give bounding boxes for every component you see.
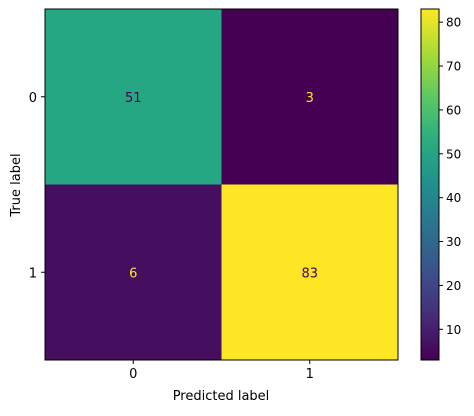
heatmap-cell-1-0 (45, 184, 222, 361)
colorbar-tick-label-70: 70 (446, 60, 461, 74)
colorbar: 10 20 30 40 50 60 70 80 (420, 8, 461, 361)
colorbar-tick-label-80: 80 (446, 16, 461, 30)
heatmap-cell-1-1 (221, 184, 399, 361)
cell-value-label-1-0: 6 (129, 266, 137, 281)
y-axis: 01 (29, 91, 45, 281)
colorbar-gradient (420, 8, 440, 361)
y-axis-label: True label (9, 153, 24, 217)
colorbar-tick-label-50: 50 (446, 147, 461, 161)
y-tick-label-1: 1 (29, 266, 37, 281)
colorbar-tick-label-20: 20 (446, 279, 461, 293)
x-axis-label: Predicted label (173, 389, 270, 404)
plot-frame (44, 8, 399, 361)
y-tick-label-0: 0 (29, 91, 37, 106)
cell-value-label-1-1: 83 (301, 266, 318, 281)
x-tick-label-1: 1 (306, 367, 314, 382)
colorbar-tick-label-30: 30 (446, 235, 461, 249)
x-tick-label-0: 0 (129, 367, 137, 382)
heatmap-cell-0-1 (221, 9, 399, 185)
colorbar-tick-label-40: 40 (446, 191, 461, 205)
colorbar-tick-label-10: 10 (446, 323, 461, 337)
heatmap-cell-0-0 (45, 9, 222, 185)
colorbar-tick-label-60: 60 (446, 103, 461, 117)
cell-value-label-0-0: 51 (125, 91, 142, 106)
cell-value-label-0-1: 3 (306, 91, 314, 106)
heatmap-cells: 51 3 6 83 (45, 9, 399, 361)
plot-border (44, 8, 399, 361)
